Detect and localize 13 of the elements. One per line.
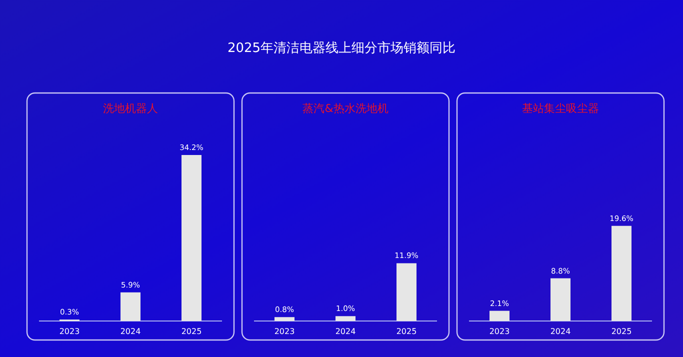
text: 2025年清洁电器线上细分市场销额同比 [227,41,456,56]
chart-title: 洗地机器人 [103,102,158,115]
x-tick-label: 2024 [550,327,571,336]
x-tick-label: 2025 [181,327,202,336]
x-tick-label: 2024 [335,327,356,336]
chart-title: 蒸汽&热水洗地机 [302,102,388,115]
x-tick-label: 2024 [120,327,141,336]
x-tick-label: 2025 [611,327,632,336]
chart-title: 基站集尘吸尘器 [522,102,599,115]
x-tick-label: 2025 [396,327,417,336]
x-tick-label: 2023 [59,327,80,336]
x-tick-label: 2023 [489,327,510,336]
x-tick-label: 2023 [274,327,295,336]
